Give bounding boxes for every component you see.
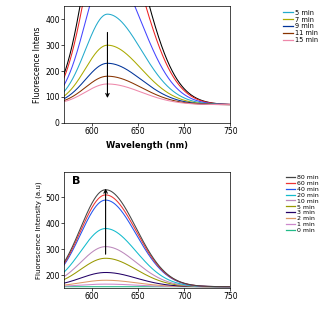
Text: B: B xyxy=(72,176,81,186)
X-axis label: Wavelength (nm): Wavelength (nm) xyxy=(106,141,188,150)
Legend: 80 min, 60 min, 40 min, 20 min, 10 min, 5 min, 3 min, 2 min, 1 min, 0 min: 80 min, 60 min, 40 min, 20 min, 10 min, … xyxy=(283,172,320,236)
Legend: 5 min, 7 min, 9 min, 11 min, 15 min: 5 min, 7 min, 9 min, 11 min, 15 min xyxy=(281,7,320,46)
Y-axis label: Fluorescence Intensity (a.u): Fluorescence Intensity (a.u) xyxy=(36,181,43,279)
Y-axis label: Fluorescence Intens: Fluorescence Intens xyxy=(33,26,43,103)
